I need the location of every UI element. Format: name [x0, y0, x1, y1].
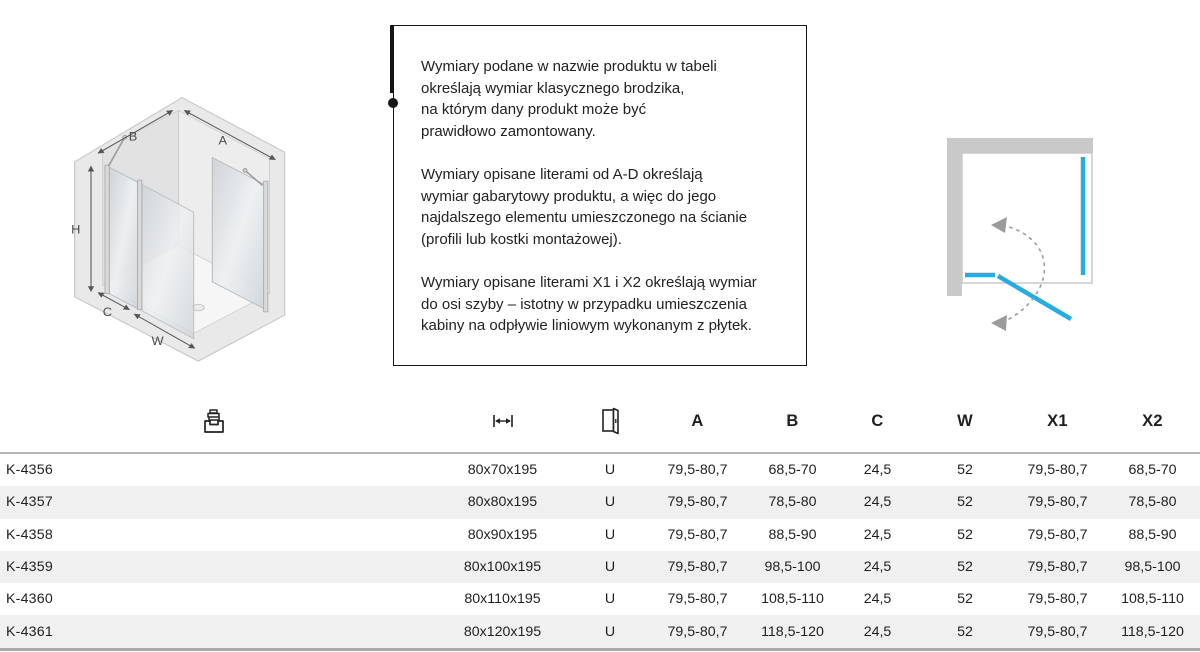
product-size: 80x80x195 — [467, 494, 538, 511]
column-header-w: W — [957, 411, 973, 430]
product-size: 80x90x195 — [467, 526, 538, 543]
dim-x2: 118,5-120 — [1121, 623, 1184, 640]
dim-a: 79,5-80,7 — [667, 559, 728, 576]
table-row: K-4361 80x120x195 U 79,5-80,7 118,5-120 … — [0, 615, 1200, 648]
dim-a: 79,5-80,7 — [667, 462, 728, 479]
accent-line — [390, 25, 394, 93]
dim-label-h: H — [71, 223, 80, 236]
dim-x2: 98,5-100 — [1124, 559, 1181, 576]
dim-w: 52 — [957, 591, 973, 608]
dim-w: 52 — [957, 494, 973, 511]
dim-c: 24,5 — [863, 526, 892, 543]
dim-label-c: C — [103, 306, 112, 319]
door-type: U — [604, 591, 616, 608]
table-row: K-4357 80x80x195 U 79,5-80,7 78,5-80 24,… — [0, 486, 1200, 519]
dim-c: 24,5 — [863, 623, 892, 640]
table-row: K-4358 80x90x195 U 79,5-80,7 88,5-90 24,… — [0, 519, 1200, 551]
wall-left — [947, 138, 962, 296]
dim-w: 52 — [957, 623, 973, 640]
dim-x1: 79,5-80,7 — [1027, 462, 1088, 479]
product-series-icon — [0, 407, 430, 435]
dim-a: 79,5-80,7 — [667, 526, 728, 543]
product-code: K-4356 — [6, 462, 53, 479]
info-paragraph: Wymiary opisane literami X1 i X2 określa… — [421, 274, 757, 334]
dim-b: 78,5-80 — [768, 494, 817, 511]
column-header-x1: X1 — [1047, 411, 1068, 430]
dim-b: 108,5-110 — [761, 591, 824, 608]
header-divider — [0, 452, 1200, 454]
width-dimension-icon — [430, 413, 575, 429]
table-row: K-4360 80x110x195 U 79,5-80,7 108,5-110 … — [0, 583, 1200, 615]
dim-w: 52 — [957, 462, 973, 479]
dim-x2: 68,5-70 — [1128, 462, 1177, 479]
drain — [192, 303, 205, 312]
dim-x2: 88,5-90 — [1128, 526, 1177, 543]
dim-x1: 79,5-80,7 — [1027, 591, 1088, 608]
wall-top — [947, 138, 1093, 153]
accent-dot — [387, 98, 398, 108]
dim-x1: 79,5-80,7 — [1027, 526, 1088, 543]
table-row: K-4359 80x100x195 U 79,5-80,7 98,5-100 2… — [0, 550, 1200, 584]
dim-x2: 78,5-80 — [1128, 494, 1177, 511]
dim-x1: 79,5-80,7 — [1027, 623, 1088, 640]
isometric-shower-drawing: B A H C W — [71, 96, 286, 362]
product-code: K-4358 — [6, 526, 53, 543]
product-size: 80x110x195 — [464, 591, 541, 608]
door-type: U — [604, 559, 616, 576]
dim-w: 52 — [957, 526, 973, 543]
door-type: U — [604, 462, 616, 479]
dim-x1: 79,5-80,7 — [1027, 494, 1088, 511]
dim-c: 24,5 — [863, 494, 892, 511]
dim-b: 118,5-120 — [761, 623, 824, 640]
table-bottom-border — [0, 647, 1200, 651]
column-header-b: B — [786, 411, 799, 430]
product-code: K-4357 — [6, 494, 53, 511]
dimension-info-box: Wymiary podane w nazwie produktu w tabel… — [393, 25, 807, 366]
dim-a: 79,5-80,7 — [667, 623, 728, 640]
dim-c: 24,5 — [863, 591, 892, 608]
dim-label-a: A — [219, 134, 228, 147]
column-header-c: C — [871, 411, 884, 430]
enclosure-outline — [961, 152, 1093, 284]
column-header-x2: X2 — [1142, 411, 1163, 430]
dim-a: 79,5-80,7 — [667, 591, 728, 608]
dim-b: 98,5-100 — [764, 559, 821, 576]
door-swing-arc — [1001, 224, 1046, 321]
left-glass-panel — [108, 166, 139, 310]
dim-b: 68,5-70 — [768, 462, 817, 479]
table-header-row: A B C W X1 X2 — [0, 390, 1200, 452]
dim-c: 24,5 — [863, 462, 892, 479]
swing-arrow-up — [991, 217, 1007, 233]
product-code: K-4361 — [6, 623, 53, 640]
dim-x2: 108,5-110 — [1121, 591, 1184, 608]
door-type: U — [604, 623, 616, 640]
info-paragraph: Wymiary opisane literami od A-D określaj… — [421, 166, 748, 248]
product-size: 80x100x195 — [463, 559, 542, 576]
dim-w: 52 — [957, 559, 973, 576]
dim-label-w: W — [151, 335, 163, 348]
door-type-icon — [575, 406, 645, 437]
product-code: K-4360 — [6, 591, 53, 608]
dim-a: 79,5-80,7 — [667, 494, 728, 511]
door-glass — [996, 274, 1073, 321]
door-type: U — [604, 526, 616, 543]
dim-label-b: B — [129, 130, 138, 143]
column-header-a: A — [691, 411, 704, 430]
dim-x1: 79,5-80,7 — [1027, 559, 1088, 576]
spec-table: A B C W X1 X2 K-4356 80x70x195 U 79,5-80… — [0, 390, 1200, 651]
dim-c: 24,5 — [863, 559, 892, 576]
door-type: U — [604, 494, 616, 511]
swing-arrow-down — [991, 315, 1007, 331]
top-view-door-swing-diagram — [947, 138, 1093, 331]
product-code: K-4359 — [6, 559, 53, 576]
door-glass-panel — [141, 183, 195, 340]
product-size: 80x70x195 — [467, 462, 538, 479]
table-row: K-4356 80x70x195 U 79,5-80,7 68,5-70 24,… — [0, 454, 1200, 486]
dim-b: 88,5-90 — [768, 526, 817, 543]
product-size: 80x120x195 — [463, 623, 542, 640]
info-paragraph: Wymiary podane w nazwie produktu w tabel… — [421, 58, 717, 140]
